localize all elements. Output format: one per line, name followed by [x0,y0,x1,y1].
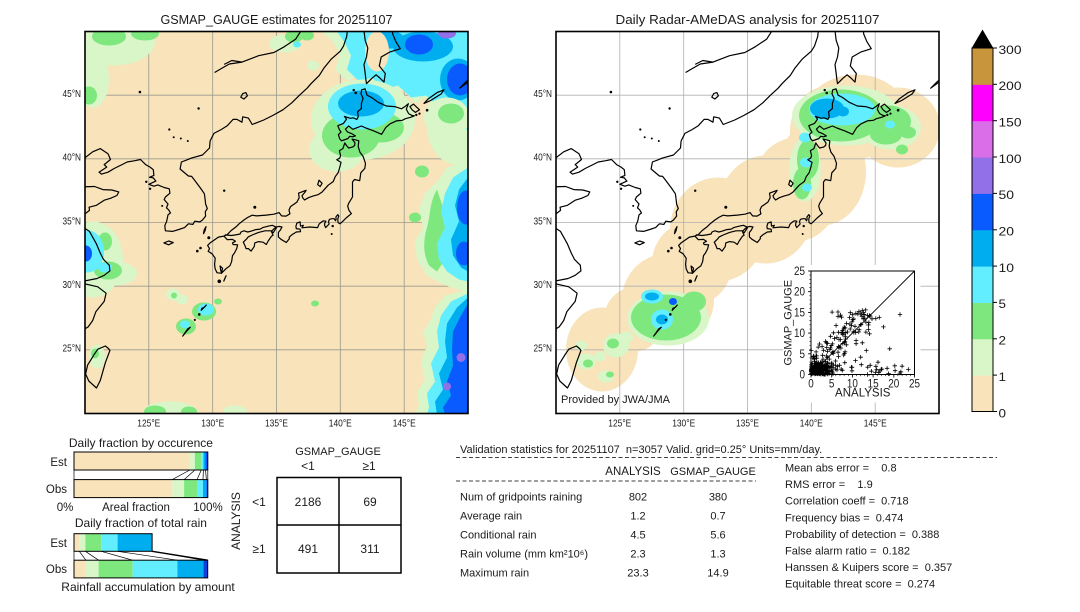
svg-text:2186: 2186 [295,495,322,509]
svg-text:4.5: 4.5 [630,530,645,542]
svg-text:50: 50 [999,188,1015,202]
svg-text:130°E: 130°E [201,418,224,430]
svg-text:2: 2 [999,334,1007,348]
svg-text:Equitable threat score = 0.27: Equitable threat score = 0.274 [785,579,935,591]
svg-text:ANALYSIS: ANALYSIS [835,388,891,400]
svg-text:20: 20 [888,379,899,391]
svg-text:ANALYSIS: ANALYSIS [605,466,661,478]
svg-text:≥1: ≥1 [252,542,266,556]
svg-text:1.2: 1.2 [630,511,645,523]
svg-text:135°E: 135°E [736,418,759,430]
svg-text:23.3: 23.3 [627,568,648,580]
svg-text:35°N: 35°N [534,215,553,227]
svg-text:Daily fraction of total rain: Daily fraction of total rain [75,516,207,530]
svg-text:40°N: 40°N [534,152,553,164]
svg-text:5.6: 5.6 [710,530,725,542]
svg-text:0: 0 [808,379,814,391]
svg-text:30°N: 30°N [63,279,82,291]
svg-text:5: 5 [999,297,1007,311]
svg-text:135°E: 135°E [265,418,288,430]
svg-text:GSMAP_GAUGE: GSMAP_GAUGE [295,446,381,458]
svg-text:20: 20 [999,225,1015,239]
svg-text:491: 491 [298,542,318,556]
svg-text:45°N: 45°N [534,88,553,100]
svg-text:0.7: 0.7 [710,511,725,523]
svg-text:2.3: 2.3 [630,549,645,561]
svg-text:35°N: 35°N [63,215,82,227]
svg-text:GSMAP_GAUGE: GSMAP_GAUGE [670,466,756,478]
svg-text:5: 5 [800,349,806,361]
svg-text:15: 15 [794,307,805,319]
svg-text:Num of gridpoints raining: Num of gridpoints raining [460,492,582,504]
svg-text:30°N: 30°N [534,279,553,291]
svg-text:300: 300 [999,43,1022,57]
svg-text:Daily fraction by occurence: Daily fraction by occurence [69,436,213,450]
svg-text:Obs: Obs [46,564,67,576]
svg-text:100: 100 [999,152,1022,166]
svg-text:100%: 100% [193,502,222,514]
svg-text:GSMAP_GAUGE estimates for 2025: GSMAP_GAUGE estimates for 20251107 [161,13,393,27]
svg-text:1: 1 [999,370,1007,384]
svg-text:Correlation coeff = 0.718: Correlation coeff = 0.718 [785,496,909,508]
svg-text:Frequency bias = 0.474: Frequency bias = 0.474 [785,512,903,524]
svg-text:1.3: 1.3 [710,549,725,561]
svg-text:40°N: 40°N [63,152,82,164]
svg-text:0%: 0% [57,502,74,514]
svg-text:200: 200 [999,79,1022,93]
svg-text:25: 25 [909,379,920,391]
svg-text:14.9: 14.9 [707,568,728,580]
svg-text:<1: <1 [252,495,266,509]
svg-text:Rainfall accumulation by amoun: Rainfall accumulation by amount [61,580,235,594]
svg-text:10: 10 [794,328,805,340]
svg-text:140°E: 140°E [329,418,352,430]
svg-text:Areal fraction: Areal fraction [102,502,170,514]
svg-text:25°N: 25°N [534,343,553,355]
svg-text:<1: <1 [301,459,315,473]
svg-text:Rain volume (mm km²10⁶): Rain volume (mm km²10⁶) [460,549,588,561]
svg-text:125°E: 125°E [137,418,160,430]
svg-text:25: 25 [794,266,805,278]
svg-text:20: 20 [794,287,805,299]
svg-text:15: 15 [868,379,879,391]
svg-text:125°E: 125°E [608,418,631,430]
svg-text:Hanssen & Kuipers score = 0.3: Hanssen & Kuipers score = 0.357 [785,562,952,574]
svg-text:150: 150 [999,116,1022,130]
svg-text:False alarm ratio = 0.182: False alarm ratio = 0.182 [785,546,910,558]
svg-text:145°E: 145°E [864,418,887,430]
svg-text:Conditional rain: Conditional rain [460,530,536,542]
svg-text:ANALYSIS: ANALYSIS [229,492,243,550]
svg-text:311: 311 [360,542,379,556]
svg-text:≥1: ≥1 [362,459,376,473]
svg-text:0: 0 [800,370,806,382]
svg-text:RMS error = 1.9: RMS error = 1.9 [785,479,873,491]
svg-text:380: 380 [709,492,727,504]
svg-text:Probability of detection = 0.: Probability of detection = 0.388 [785,529,939,541]
svg-text:130°E: 130°E [672,418,695,430]
svg-text:140°E: 140°E [800,418,823,430]
svg-text:25°N: 25°N [63,343,82,355]
svg-text:0: 0 [999,406,1007,420]
svg-text:Provided by JWA/JMA: Provided by JWA/JMA [561,394,671,406]
svg-text:Daily Radar-AMeDAS analysis fo: Daily Radar-AMeDAS analysis for 20251107 [616,13,880,27]
svg-text:69: 69 [363,495,377,509]
svg-text:45°N: 45°N [63,88,82,100]
svg-text:145°E: 145°E [393,418,416,430]
svg-text:Mean abs error = 0.8: Mean abs error = 0.8 [785,463,897,475]
svg-text:Average rain: Average rain [460,511,522,523]
svg-text:10: 10 [847,379,858,391]
svg-text:Obs: Obs [46,484,67,496]
svg-text:802: 802 [629,492,647,504]
svg-text:10: 10 [999,261,1015,275]
svg-text:Est: Est [50,538,67,550]
svg-text:5: 5 [829,379,835,391]
svg-text:Maximum rain: Maximum rain [460,568,529,580]
svg-text:Est: Est [50,457,67,469]
svg-text:GSMAP_GAUGE: GSMAP_GAUGE [783,280,795,366]
svg-text:Validation statistics for 2025: Validation statistics for 20251107 n=305… [460,444,822,456]
